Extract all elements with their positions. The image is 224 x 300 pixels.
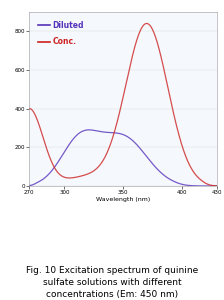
X-axis label: Wavelength (nm): Wavelength (nm) xyxy=(96,197,150,202)
Text: Fig. 10 Excitation spectrum of quinine
sulfate solutions with different
concentr: Fig. 10 Excitation spectrum of quinine s… xyxy=(26,266,198,298)
Legend: Diluted, Conc.: Diluted, Conc. xyxy=(37,19,86,48)
